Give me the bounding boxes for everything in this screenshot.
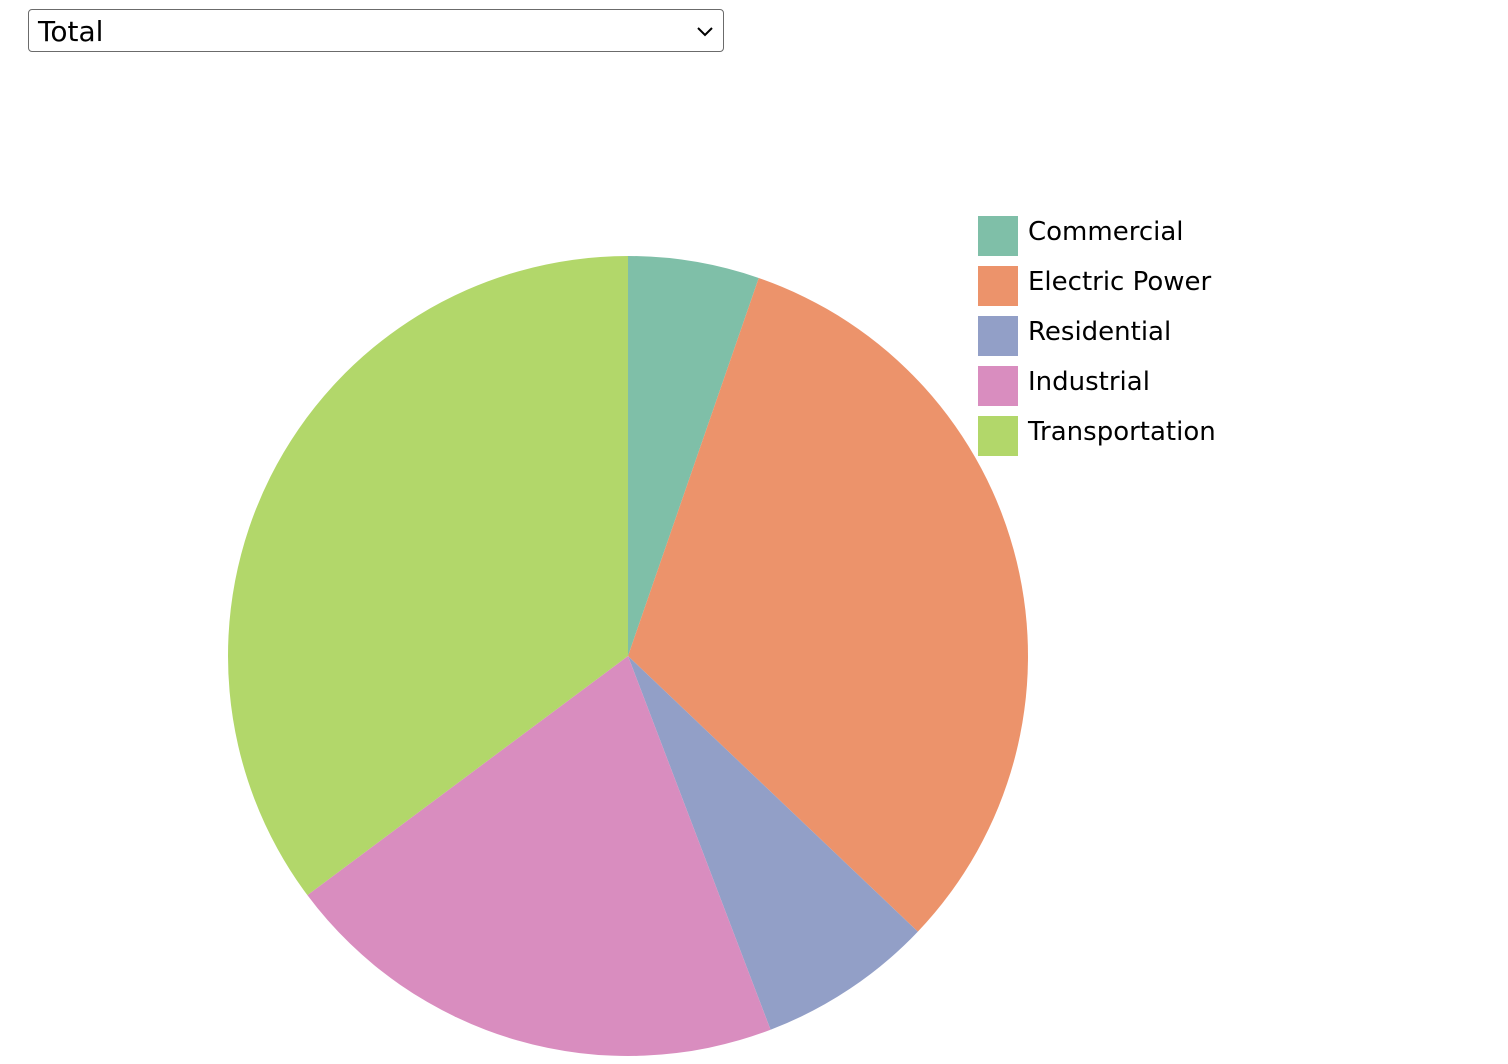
pie-slices — [227, 256, 1028, 1056]
pie-slice-residential — [628, 656, 918, 1030]
legend-swatch — [978, 266, 1018, 306]
pie-slice-industrial — [307, 656, 771, 1056]
legend-swatch — [978, 366, 1018, 406]
legend-item-industrial: Industrial — [978, 366, 1150, 406]
legend-label: Electric Power — [1028, 267, 1212, 297]
chevron-down-icon — [697, 27, 713, 37]
legend-label: Residential — [1028, 317, 1171, 347]
legend-item-commercial: Commercial — [978, 216, 1184, 256]
legend-item-electric-power: Electric Power — [978, 266, 1212, 306]
pie-slice-electric-power — [628, 277, 1028, 932]
legend-item-transportation: Transportation — [978, 416, 1216, 456]
legend-label: Transportation — [1027, 417, 1216, 447]
legend-label: Commercial — [1028, 217, 1184, 247]
pie-slice-transportation — [227, 256, 628, 896]
legend-swatch — [978, 216, 1018, 256]
category-select[interactable]: Total — [28, 9, 724, 52]
legend-label: Industrial — [1028, 367, 1150, 397]
pie-slice-commercial — [628, 256, 759, 656]
select-value: Total — [38, 15, 104, 48]
legend-swatch — [978, 416, 1018, 456]
chart-legend: Commercial Electric Power Residential Indus… — [978, 216, 1216, 456]
legend-swatch — [978, 316, 1018, 356]
legend-item-residential: Residential — [978, 316, 1171, 356]
